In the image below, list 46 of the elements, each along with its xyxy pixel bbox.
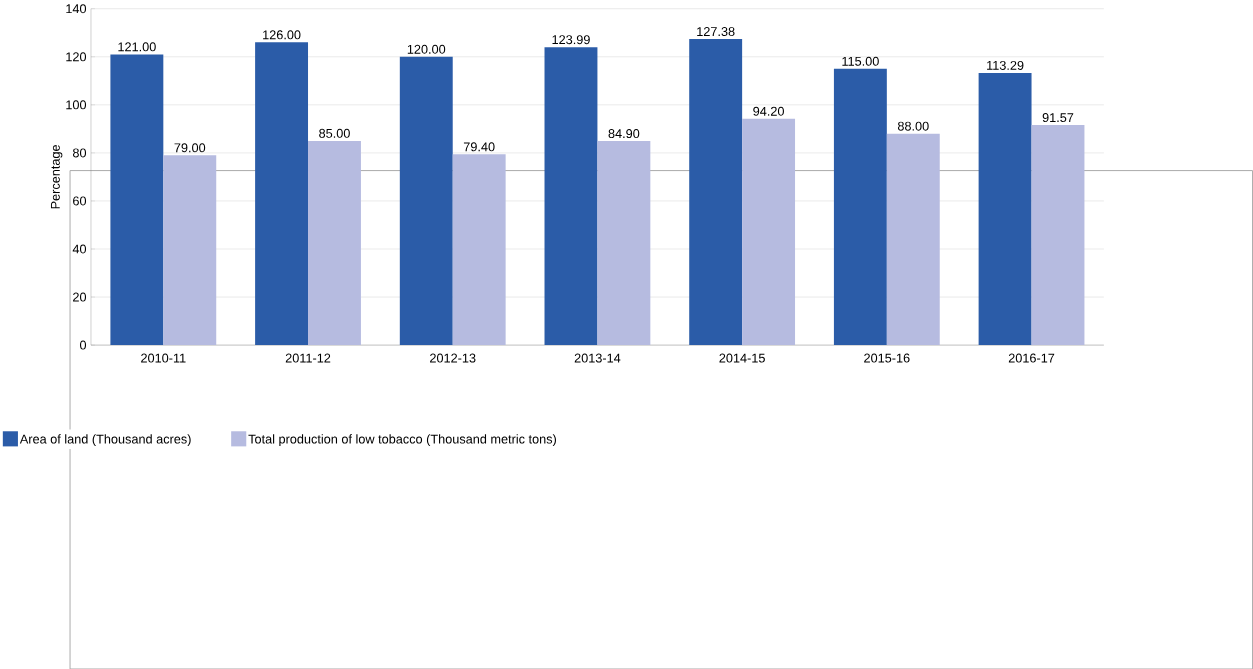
data-label: 94.20 [753,106,784,116]
data-label: 91.57 [1042,112,1074,122]
bar [978,72,1032,345]
y-tick-label: 40 [72,244,87,254]
bar [399,56,453,345]
bar [110,54,164,345]
data-label: 79.00 [174,143,206,153]
bar [689,38,743,345]
y-tick-label: 0 [79,340,87,350]
x-tick-label: 2013-14 [574,353,621,363]
data-label: 126.00 [263,30,301,40]
bar [544,46,598,345]
legend-label: Area of land (Thousand acres) [19,433,191,446]
bar [255,42,309,345]
y-tick-label: 100 [66,100,87,110]
bar [597,140,651,345]
y-tick-label: 140 [66,4,87,13]
bar [886,133,940,345]
data-label: 84.90 [608,128,640,138]
bar [833,68,887,345]
y-tick-label: 120 [66,52,87,62]
bar [452,154,506,345]
bar [308,140,361,345]
x-tick-label: 2010-11 [141,353,186,363]
bar [1031,124,1085,345]
data-label: 120.00 [407,44,446,54]
data-label: 127.38 [697,26,735,36]
data-label: 85.00 [319,128,350,138]
bar [742,118,796,345]
data-label: 79.40 [463,142,495,152]
legend-label: Total production of low tobacco (Thousand metric tons) [248,433,556,446]
data-label: 88.00 [897,121,929,131]
data-label: 115.00 [842,56,879,66]
bar [163,155,217,345]
x-tick-label: 2012-13 [430,353,476,363]
x-tick-label: 2015-16 [864,353,910,363]
y-tick-label: 20 [73,292,87,302]
x-tick-label: 2014-15 [719,353,765,363]
y-axis-title: Percentage [50,144,63,209]
data-label: 113.29 [987,60,1024,70]
data-label: 121.00 [118,42,156,52]
x-tick-label: 2016-17 [1008,353,1055,363]
y-tick-label: 80 [72,148,87,158]
y-tick-label: 60 [73,196,87,206]
x-tick-label: 2011-12 [285,353,331,363]
data-label: 123.99 [552,34,590,44]
